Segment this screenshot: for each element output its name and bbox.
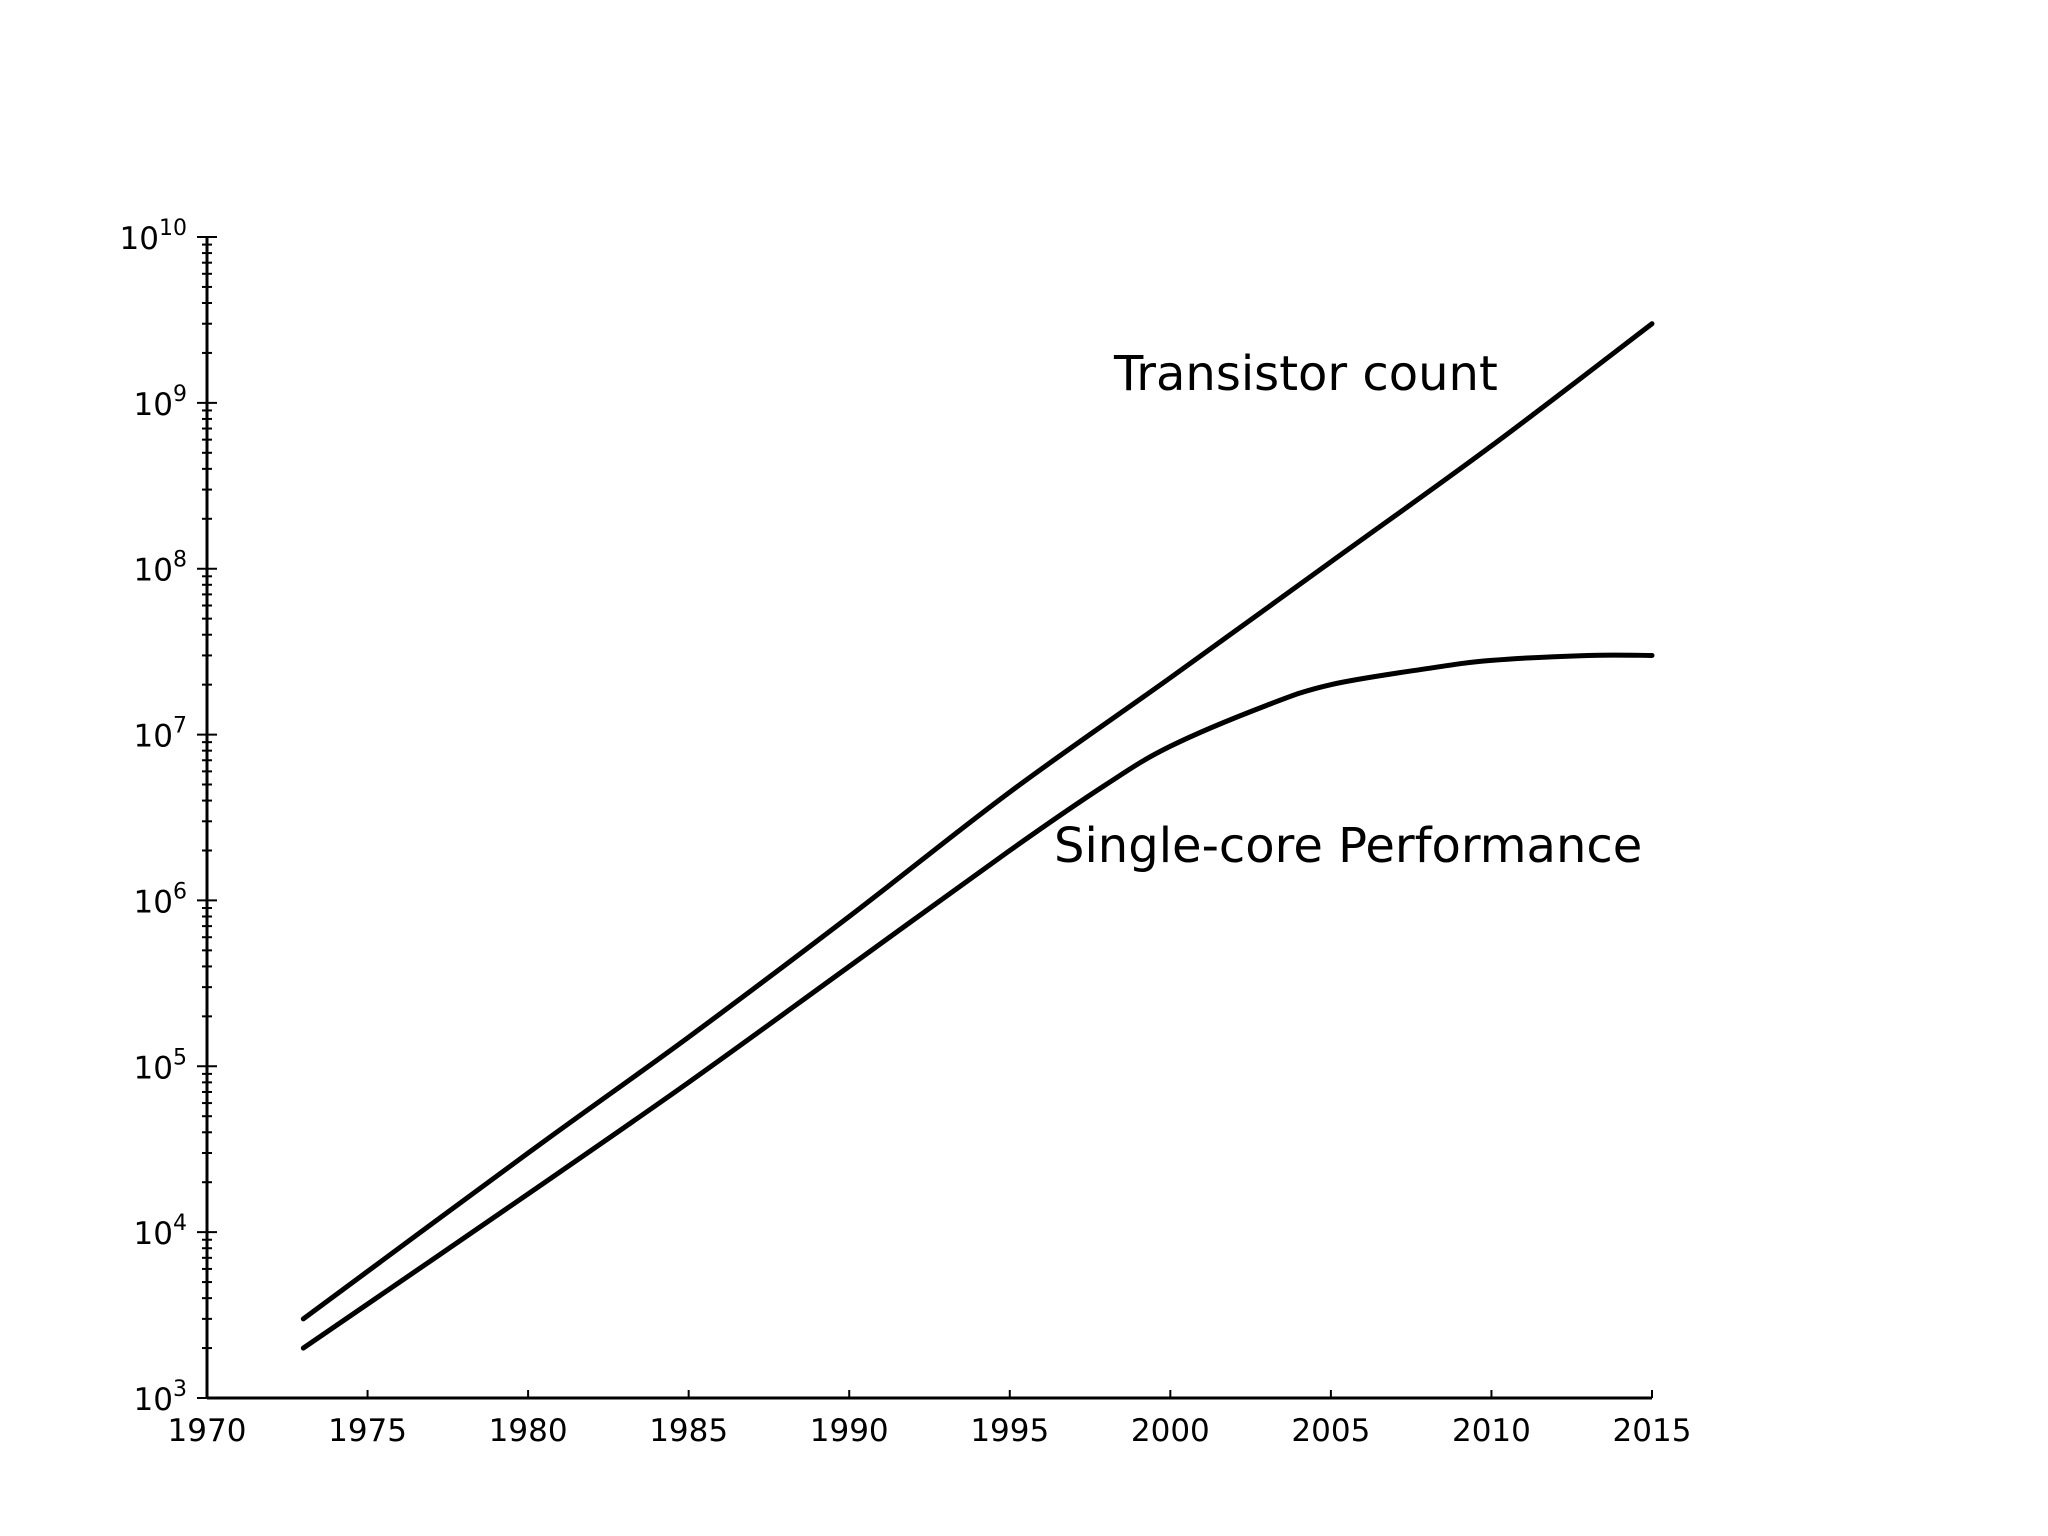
series-lines xyxy=(300,321,1655,1351)
series-line-transistor-count xyxy=(300,321,1655,1322)
x-tick-label: 1970 xyxy=(168,1413,247,1449)
tick-labels: 1970 1975 1980 1985 1990 1995 2000 2005 2010 2015… xyxy=(120,216,1692,1449)
y-tick-label: 105 xyxy=(134,1045,187,1086)
series-line-single-core-performance xyxy=(300,652,1655,1351)
y-tick-label: 1010 xyxy=(120,216,187,257)
y-tick-label: 104 xyxy=(134,1211,187,1252)
y-tick-label: 109 xyxy=(134,382,187,423)
x-tick-label: 2005 xyxy=(1291,1413,1370,1449)
series-label-transistor-count: Transistor count xyxy=(1113,346,1498,402)
y-tick-label: 108 xyxy=(134,548,187,589)
x-tick-label: 2010 xyxy=(1452,1413,1531,1449)
y-tick-label: 106 xyxy=(134,879,187,920)
x-tick-label: 2015 xyxy=(1613,1413,1692,1449)
series-label-single-core-performance: Single-core Performance xyxy=(1054,818,1642,874)
x-tick-label: 1980 xyxy=(489,1413,568,1449)
x-tick-label: 1985 xyxy=(649,1413,728,1449)
y-tick-label: 103 xyxy=(134,1377,187,1418)
x-tick-label: 1995 xyxy=(970,1413,1049,1449)
x-tick-label: 1990 xyxy=(810,1413,889,1449)
y-tick-label: 107 xyxy=(134,714,187,755)
x-tick-label: 1975 xyxy=(328,1413,407,1449)
x-tick-label: 2000 xyxy=(1131,1413,1210,1449)
